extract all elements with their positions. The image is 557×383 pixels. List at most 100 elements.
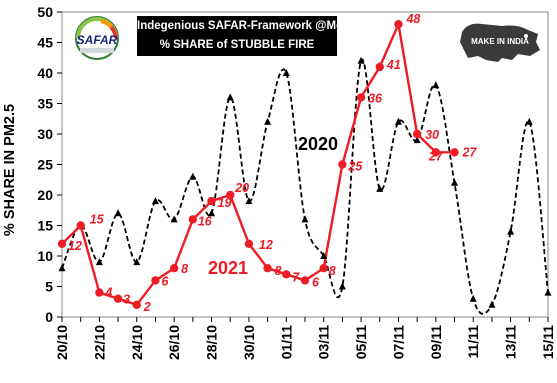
data-label-2021: 8 <box>181 262 188 276</box>
point-2021 <box>282 270 291 279</box>
point-2020 <box>189 172 197 180</box>
y-tick-label: 50 <box>37 4 53 20</box>
point-2020 <box>58 264 66 272</box>
point-2020 <box>525 117 533 125</box>
chart-axes: 0 5 10 15 20 25 30 35 40 45 50 20/10 22/10 24/10 26/10… <box>37 4 556 360</box>
point-2021 <box>207 196 216 206</box>
x-tick-label: 15/11 <box>540 325 556 359</box>
data-label-2021: 8 <box>275 264 282 278</box>
point-2020 <box>544 288 552 296</box>
data-label-2021: 30 <box>425 128 439 142</box>
point-2020 <box>357 56 365 64</box>
series-label-2021: 2021 <box>208 258 249 278</box>
x-tick-label: 09/11 <box>428 325 444 359</box>
point-2020 <box>95 258 103 266</box>
point-2020 <box>114 209 122 217</box>
point-2021 <box>169 264 179 273</box>
point-2020 <box>432 81 440 89</box>
point-2021 <box>394 20 403 29</box>
y-tick-label: 0 <box>45 309 53 325</box>
data-label-2021: 6 <box>161 274 169 288</box>
point-2020 <box>507 227 515 235</box>
data-label-2021: 20 <box>234 181 249 195</box>
data-label-2021: 19 <box>218 196 232 210</box>
point-2020 <box>226 93 234 101</box>
series-line-2020 <box>61 58 549 315</box>
point-2021 <box>57 239 67 248</box>
data-label-2021: 16 <box>198 214 213 228</box>
make-in-india-logo: MAKE IN INDIA <box>458 20 544 64</box>
x-tick-label: 05/11 <box>353 325 369 359</box>
chart-title-line1: Indegenious SAFAR-Framework @MoES <box>137 20 359 32</box>
point-2020 <box>208 209 216 217</box>
point-2021 <box>412 129 422 139</box>
point-2020 <box>245 197 253 205</box>
chart-title: Indegenious SAFAR-Framework @MoES % SHAR… <box>137 16 359 56</box>
x-tick-label: 11/11 <box>465 325 481 359</box>
x-tick-label: 13/11 <box>503 325 519 359</box>
data-label-2021: 8 <box>329 264 336 278</box>
data-label-2021: 2 <box>143 300 151 314</box>
data-label-2021: 48 <box>405 12 420 26</box>
point-2020 <box>320 252 328 259</box>
x-tick-label: 26/10 <box>166 325 182 360</box>
x-tick-label: 24/10 <box>129 325 145 360</box>
x-tick-label: 07/11 <box>390 325 406 359</box>
data-label-2021: 6 <box>312 275 320 289</box>
y-tick-label: 15 <box>37 218 53 234</box>
y-tick-label: 25 <box>37 157 53 173</box>
data-label-2021: 27 <box>428 149 444 163</box>
point-2020 <box>413 136 421 144</box>
point-2020 <box>170 215 178 223</box>
data-label-2021: 25 <box>347 160 363 174</box>
point-2021 <box>226 190 235 200</box>
x-tick-label: 28/10 <box>204 325 220 360</box>
point-2021 <box>375 62 384 72</box>
point-2020 <box>282 69 290 76</box>
point-2020 <box>488 300 496 308</box>
x-tick-label: 01/11 <box>278 325 294 359</box>
point-2021 <box>356 93 366 102</box>
x-tick-label: 20/10 <box>54 325 70 360</box>
point-2021 <box>450 148 459 157</box>
y-tick-label: 20 <box>37 187 53 203</box>
series-line-2021 <box>61 20 455 307</box>
data-label-2021: 41 <box>386 58 401 72</box>
point-2021 <box>132 300 141 309</box>
point-2021 <box>76 221 85 230</box>
data-label-2021: 15 <box>90 213 105 227</box>
point-2020 <box>133 258 141 266</box>
x-tick-label: 30/10 <box>241 325 257 360</box>
data-label-2021: 36 <box>368 91 383 105</box>
data-label-2021: 27 <box>462 145 478 159</box>
y-tick-label: 30 <box>37 126 53 142</box>
x-tick-label: 03/11 <box>316 325 332 359</box>
point-2021 <box>151 276 160 285</box>
series-label-2020: 2020 <box>298 134 339 154</box>
point-2021 <box>188 215 198 224</box>
y-tick-label: 5 <box>45 279 53 295</box>
chart-title-line2: % SHARE of STUBBLE FIRE <box>159 39 315 51</box>
svg-text:MAKE IN INDIA: MAKE IN INDIA <box>471 37 529 46</box>
data-label-2021: 12 <box>68 239 82 253</box>
point-2021 <box>113 294 123 303</box>
point-2021 <box>319 264 328 273</box>
point-2020 <box>376 184 384 192</box>
y-tick-label: 45 <box>37 35 53 51</box>
data-label-2021: 12 <box>259 238 273 252</box>
data-label-2021: 4 <box>104 286 112 300</box>
point-2021 <box>244 239 254 248</box>
y-axis-label: % SHARE IN PM2.5 <box>2 103 18 237</box>
point-2020 <box>301 215 309 223</box>
point-2020 <box>394 117 402 125</box>
point-2020 <box>264 117 272 125</box>
point-2021 <box>300 276 310 285</box>
svg-text:SAFAR: SAFAR <box>77 33 118 47</box>
point-2021 <box>338 160 347 169</box>
point-2021 <box>95 288 104 297</box>
point-2020 <box>469 294 477 302</box>
y-tick-label: 40 <box>37 65 53 81</box>
point-2021 <box>431 148 441 157</box>
